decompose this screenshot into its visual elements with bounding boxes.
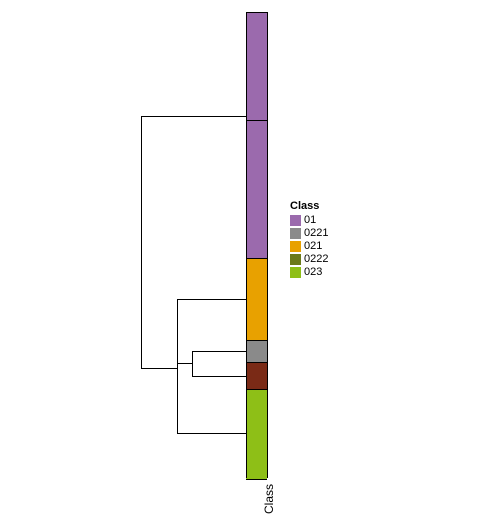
legend-swatch bbox=[290, 215, 301, 226]
legend-swatch bbox=[290, 241, 301, 252]
legend-label: 021 bbox=[304, 240, 322, 253]
dendrogram-line bbox=[141, 116, 246, 117]
legend-swatch bbox=[290, 228, 301, 239]
dendrogram-line bbox=[141, 368, 177, 369]
legend-item: 023 bbox=[290, 266, 328, 279]
legend-item: 021 bbox=[290, 240, 328, 253]
dendrogram-heatmap: Class 0102210210222023 Class bbox=[0, 0, 504, 504]
legend-swatch bbox=[290, 254, 301, 265]
dendrogram-line bbox=[192, 376, 246, 377]
legend-label: 01 bbox=[304, 214, 316, 227]
dendrogram-line bbox=[177, 299, 178, 434]
heatmap-bar bbox=[246, 258, 267, 342]
legend-swatch bbox=[290, 267, 301, 278]
heatmap-border bbox=[267, 12, 268, 478]
dendrogram-line bbox=[141, 116, 142, 368]
legend: Class 0102210210222023 bbox=[290, 200, 328, 279]
legend-item: 01 bbox=[290, 214, 328, 227]
heatmap-bar bbox=[246, 389, 267, 480]
dendrogram-line bbox=[192, 351, 193, 376]
legend-label: 0221 bbox=[304, 227, 328, 240]
legend-item: 0222 bbox=[290, 253, 328, 266]
legend-label: 023 bbox=[304, 266, 322, 279]
legend-title: Class bbox=[290, 200, 328, 213]
heatmap-border bbox=[246, 12, 247, 478]
dendrogram-line bbox=[177, 299, 246, 300]
heatmap-bar bbox=[246, 120, 267, 260]
dendrogram-line bbox=[192, 351, 246, 352]
axis-label: Class bbox=[262, 484, 276, 514]
dendrogram-line bbox=[177, 433, 246, 434]
heatmap-bar bbox=[246, 362, 267, 391]
legend-label: 0222 bbox=[304, 253, 328, 266]
dendrogram-line bbox=[177, 363, 192, 364]
heatmap-bar bbox=[246, 340, 267, 364]
heatmap-bar bbox=[246, 12, 267, 122]
legend-item: 0221 bbox=[290, 227, 328, 240]
